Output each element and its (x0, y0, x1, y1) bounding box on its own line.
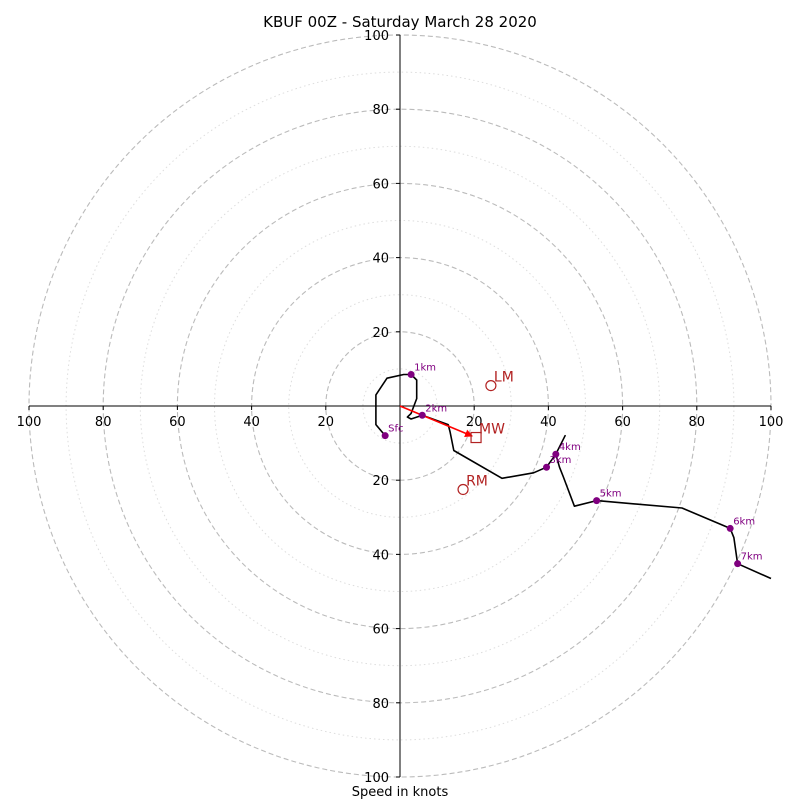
height-marker-dot (552, 450, 560, 458)
height-marker-dot (543, 463, 551, 471)
y-tick-label: 40 (372, 252, 389, 267)
x-tick-label: 60 (614, 415, 631, 430)
height-marker-4km: 4km (552, 442, 581, 458)
y-tick-label: 60 (372, 623, 389, 638)
storm-marker-circle (485, 379, 497, 392)
height-marker-label: 1km (414, 362, 436, 373)
storm-marker-label: LM (494, 370, 514, 386)
height-marker-label: 4km (559, 442, 581, 453)
tick-labels: 100 80 60 40 20 20 40 60 80 100 100 80 60 40 20 20 40 60 8… (17, 29, 784, 786)
height-marker-label: Sfc (388, 424, 403, 435)
x-tick-label: 60 (169, 415, 186, 430)
height-marker-2km: 2km (418, 403, 447, 419)
x-tick-label: 80 (689, 415, 706, 430)
height-marker-dot (726, 524, 734, 532)
x-tick-label: 100 (17, 415, 42, 430)
mean-wind-arrow (399, 405, 473, 438)
height-marker-dot (418, 411, 426, 419)
y-tick-label: 80 (372, 697, 389, 712)
storm-marker-label: MW (479, 422, 505, 438)
storm-marker-square (470, 431, 482, 444)
y-tick-label: 40 (372, 548, 389, 563)
height-marker-dot (381, 432, 389, 440)
y-tick-label: 100 (364, 29, 389, 44)
height-marker-label: 5km (600, 489, 622, 500)
height-marker-label: 7km (741, 552, 763, 563)
x-tick-label: 20 (466, 415, 483, 430)
height-markers: Sfc 1km 2km 3km 4km 5km 6km 7km (381, 362, 763, 568)
x-tick-label: 40 (243, 415, 260, 430)
height-marker-3km: 3km (543, 455, 571, 471)
height-marker-label: 6km (733, 516, 755, 527)
y-tick-label: 20 (372, 474, 389, 489)
storm-marker-circle (457, 483, 469, 496)
x-tick-label: 80 (95, 415, 112, 430)
height-marker-1km: 1km (407, 362, 436, 378)
x-axis-label: Speed in knots (352, 785, 449, 800)
height-marker-dot (407, 370, 415, 378)
y-tick-label: 20 (372, 326, 389, 341)
y-tick-label: 80 (372, 103, 389, 118)
y-tick-label: 100 (364, 771, 389, 786)
height-marker-dot (734, 560, 742, 568)
storm-motion-markers: LM MW RM (457, 370, 514, 496)
y-tick-label: 60 (372, 177, 389, 192)
height-marker-label: 3km (550, 455, 572, 466)
height-marker-7km: 7km (734, 552, 763, 568)
storm-marker-label: RM (466, 473, 488, 489)
height-marker-dot (593, 497, 601, 505)
mean-wind-vector-group (399, 405, 473, 438)
storm-marker-rm: RM (457, 473, 488, 496)
storm-marker-lm: LM (485, 370, 514, 392)
height-marker-6km: 6km (726, 516, 755, 532)
height-marker-sfc: Sfc (381, 424, 404, 440)
x-tick-label: 100 (759, 415, 784, 430)
x-tick-label: 20 (318, 415, 335, 430)
x-tick-label: 40 (540, 415, 557, 430)
chart-title: KBUF 00Z - Saturday March 28 2020 (263, 13, 537, 31)
height-marker-5km: 5km (593, 489, 622, 505)
storm-marker-mw: MW (470, 422, 505, 444)
height-marker-label: 2km (425, 403, 447, 414)
